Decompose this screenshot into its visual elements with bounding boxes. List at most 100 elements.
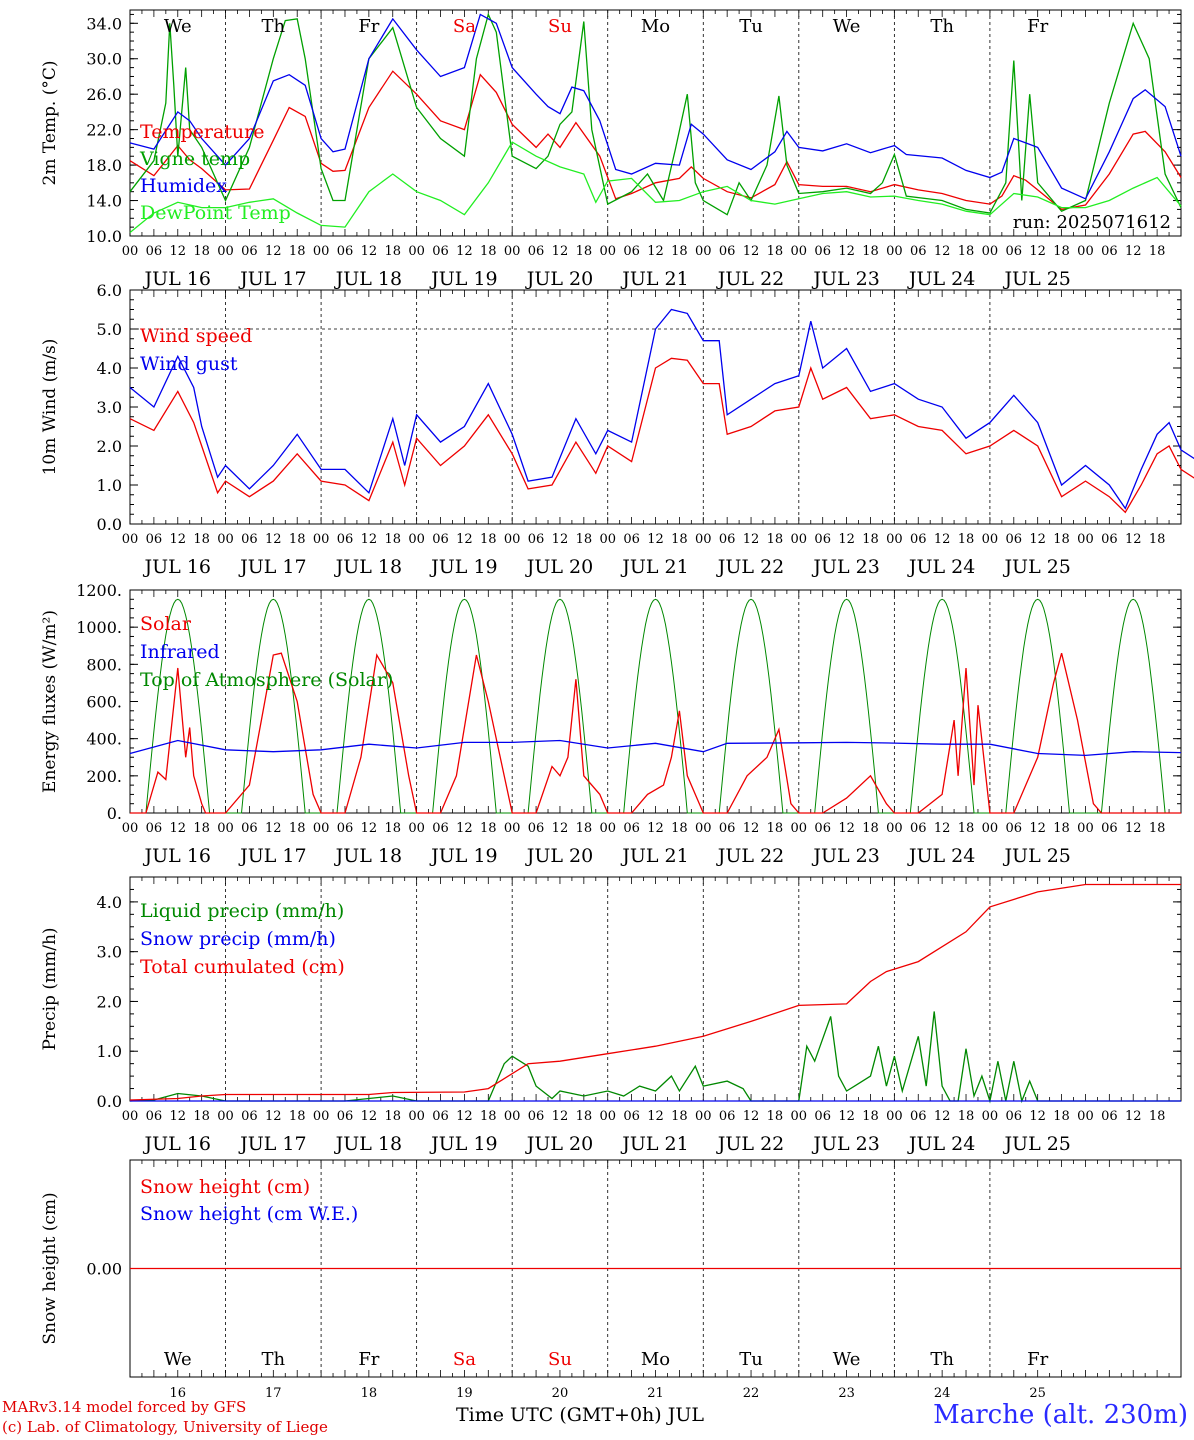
hour-tick-label: 06 bbox=[1006, 1109, 1023, 1124]
hour-tick-label: 06 bbox=[1006, 532, 1023, 547]
hour-tick-label: 12 bbox=[361, 1109, 378, 1124]
hour-tick-label: 00 bbox=[1077, 532, 1094, 547]
hour-tick-label: 18 bbox=[1149, 532, 1166, 547]
hour-tick-label: 12 bbox=[1029, 532, 1046, 547]
hour-tick-label: 00 bbox=[217, 1109, 234, 1124]
hour-tick-label: 18 bbox=[576, 821, 593, 836]
y-tick-label: 18.0 bbox=[86, 156, 122, 175]
hour-tick-label: 18 bbox=[480, 1109, 497, 1124]
y-tick-label: 6.0 bbox=[97, 281, 122, 300]
legend-entry: Infrared bbox=[140, 641, 220, 663]
hour-tick-label: 18 bbox=[193, 532, 210, 547]
hour-tick-label: 00 bbox=[599, 1109, 616, 1124]
series-line bbox=[129, 308, 1194, 510]
y-tick-label: 22.0 bbox=[86, 121, 122, 140]
hour-tick-label: 12 bbox=[265, 1109, 282, 1124]
hour-tick-label: 12 bbox=[1125, 821, 1142, 836]
day-number: 17 bbox=[265, 1386, 282, 1401]
hour-tick-label: 12 bbox=[265, 821, 282, 836]
hour-tick-label: 06 bbox=[623, 821, 640, 836]
y-tick-label: 10.0 bbox=[86, 227, 122, 246]
y-tick-label: 0. bbox=[107, 804, 122, 823]
hour-tick-label: 12 bbox=[361, 244, 378, 259]
hour-tick-label: 12 bbox=[838, 1109, 855, 1124]
day-label: JUL 25 bbox=[1002, 1133, 1070, 1155]
hour-tick-label: 06 bbox=[1101, 532, 1118, 547]
hour-tick-label: 18 bbox=[862, 532, 879, 547]
hour-tick-label: 12 bbox=[1029, 821, 1046, 836]
day-number: 23 bbox=[838, 1386, 855, 1401]
y-tick-label: 800. bbox=[86, 655, 122, 674]
y-axis-label: 2m Temp. (°C) bbox=[40, 60, 60, 185]
x-axis-title: Time UTC (GMT+0h) JUL bbox=[456, 1404, 704, 1426]
hour-tick-label: 06 bbox=[719, 1109, 736, 1124]
hour-tick-label: 18 bbox=[1053, 1109, 1070, 1124]
hour-tick-label: 18 bbox=[958, 244, 975, 259]
hour-tick-label: 12 bbox=[1029, 244, 1046, 259]
day-label: JUL 18 bbox=[334, 556, 402, 578]
hour-tick-label: 06 bbox=[719, 821, 736, 836]
hour-tick-label: 12 bbox=[361, 532, 378, 547]
panel-5: 0.00 Snow height (cm) Snow height (cm) Snow… bbox=[40, 1159, 1182, 1401]
hour-tick-label: 12 bbox=[838, 821, 855, 836]
day-number: 24 bbox=[934, 1386, 951, 1401]
legend-entry: Humidex bbox=[140, 175, 227, 197]
hour-tick-label: 06 bbox=[146, 1109, 163, 1124]
hour-tick-label: 18 bbox=[289, 821, 306, 836]
hour-tick-label: 12 bbox=[647, 821, 664, 836]
series-line bbox=[129, 70, 1182, 211]
hour-tick-label: 06 bbox=[1006, 821, 1023, 836]
hour-tick-label: 18 bbox=[480, 821, 497, 836]
day-label: JUL 16 bbox=[143, 845, 211, 867]
y-tick-label: 2.0 bbox=[97, 992, 122, 1011]
hour-tick-label: 00 bbox=[886, 1109, 903, 1124]
hour-tick-label: 12 bbox=[934, 821, 951, 836]
hour-tick-label: 06 bbox=[337, 1109, 354, 1124]
hour-tick-label: 18 bbox=[862, 244, 879, 259]
series-line bbox=[129, 357, 1194, 514]
hour-tick-label: 12 bbox=[838, 532, 855, 547]
hour-tick-label: 00 bbox=[1077, 821, 1094, 836]
hour-tick-label: 00 bbox=[408, 244, 425, 259]
day-label: JUL 18 bbox=[334, 268, 402, 290]
weekday-label: Th bbox=[262, 16, 286, 37]
hour-tick-label: 12 bbox=[743, 1109, 760, 1124]
hour-tick-label: 12 bbox=[838, 244, 855, 259]
series-line bbox=[129, 12, 1182, 216]
weekday-label: We bbox=[164, 16, 192, 37]
day-label: JUL 20 bbox=[525, 556, 593, 578]
hour-tick-label: 18 bbox=[671, 244, 688, 259]
hour-tick-label: 12 bbox=[552, 532, 569, 547]
hour-tick-label: 00 bbox=[217, 821, 234, 836]
hour-tick-label: 12 bbox=[1125, 244, 1142, 259]
hour-tick-label: 18 bbox=[1053, 532, 1070, 547]
day-label: JUL 24 bbox=[907, 556, 975, 578]
hour-tick-label: 12 bbox=[361, 821, 378, 836]
day-label: JUL 22 bbox=[716, 268, 784, 290]
y-tick-label: 0.0 bbox=[97, 515, 122, 534]
hour-tick-label: 18 bbox=[958, 1109, 975, 1124]
day-number: 25 bbox=[1029, 1386, 1046, 1401]
hour-tick-label: 00 bbox=[408, 821, 425, 836]
y-tick-label: 3.0 bbox=[97, 398, 122, 417]
day-label: JUL 17 bbox=[238, 845, 306, 867]
hour-tick-label: 00 bbox=[886, 244, 903, 259]
day-label: JUL 18 bbox=[334, 845, 402, 867]
hour-tick-label: 00 bbox=[982, 532, 999, 547]
hour-tick-label: 06 bbox=[432, 1109, 449, 1124]
hour-tick-label: 00 bbox=[695, 244, 712, 259]
day-label: JUL 19 bbox=[429, 845, 497, 867]
hour-tick-label: 06 bbox=[814, 1109, 831, 1124]
weekday-label: Fr bbox=[358, 16, 379, 37]
hour-tick-label: 12 bbox=[265, 532, 282, 547]
day-label: JUL 19 bbox=[429, 556, 497, 578]
hour-tick-label: 00 bbox=[408, 1109, 425, 1124]
weekday-label: Tu bbox=[739, 1349, 763, 1370]
hour-tick-label: 06 bbox=[719, 532, 736, 547]
hour-tick-label: 12 bbox=[934, 244, 951, 259]
hour-tick-label: 06 bbox=[910, 1109, 927, 1124]
hour-tick-label: 06 bbox=[241, 244, 258, 259]
run-label: run: 2025071612 bbox=[1013, 212, 1171, 233]
hour-tick-label: 06 bbox=[146, 532, 163, 547]
hour-tick-label: 12 bbox=[743, 821, 760, 836]
